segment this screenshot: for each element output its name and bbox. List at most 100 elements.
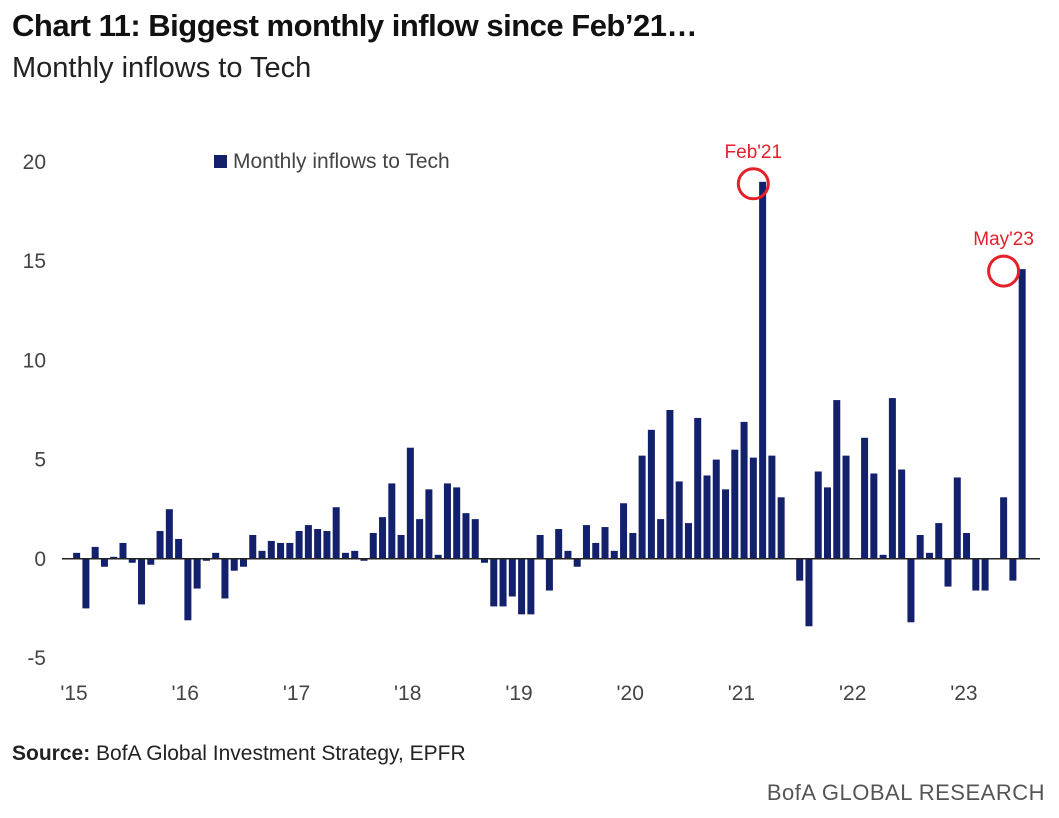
bar <box>128 558 136 563</box>
bar <box>944 558 952 587</box>
bar <box>518 558 526 615</box>
bar <box>471 519 479 559</box>
x-tick-label: '22 <box>839 682 866 705</box>
bar <box>805 558 813 627</box>
bar <box>434 554 442 559</box>
bar <box>935 523 943 559</box>
y-tick-label: 20 <box>23 151 46 174</box>
bar <box>147 558 155 565</box>
bar <box>777 497 785 559</box>
bar <box>212 552 220 559</box>
bar-chart: -5 0 5 10 15 20 '15 '16 '17 '18 '19 '20 '21 '22 '23 M… <box>23 142 1040 705</box>
bar <box>684 523 692 559</box>
bar <box>295 531 303 559</box>
x-tick-label: '20 <box>617 682 644 705</box>
bar <box>462 513 470 559</box>
x-tick-label: '18 <box>394 682 421 705</box>
bar <box>555 529 563 559</box>
bar <box>443 483 451 559</box>
bar <box>304 525 312 559</box>
bar <box>341 552 349 559</box>
bar <box>508 558 516 597</box>
bar <box>138 558 146 605</box>
bar <box>230 558 238 571</box>
x-tick-label: '19 <box>505 682 532 705</box>
bar <box>573 558 581 567</box>
brand-footer: BofA GLOBAL RESEARCH <box>766 780 1045 805</box>
bar <box>582 525 590 559</box>
bar <box>100 558 108 567</box>
bar <box>119 542 127 559</box>
bar <box>286 542 294 559</box>
bar <box>703 475 711 559</box>
x-axis: '15 '16 '17 '18 '19 '20 '21 '22 '23 <box>60 682 977 705</box>
x-tick-label: '21 <box>728 682 755 705</box>
bar <box>842 455 850 559</box>
bar <box>490 558 498 607</box>
bar <box>258 550 266 559</box>
bar <box>397 534 405 559</box>
bar <box>1018 269 1026 559</box>
bar <box>425 489 433 559</box>
bar <box>638 455 646 559</box>
bar <box>833 400 841 559</box>
bar <box>759 181 767 559</box>
legend-label: Monthly inflows to Tech <box>233 150 450 173</box>
bar <box>545 558 553 591</box>
bar <box>972 558 980 591</box>
bar <box>110 556 118 559</box>
bar <box>221 558 229 599</box>
bar <box>722 489 730 559</box>
bar <box>202 558 210 561</box>
bar <box>351 550 359 559</box>
bar <box>647 429 655 559</box>
bar <box>73 552 81 559</box>
bar <box>369 533 377 559</box>
bar <box>796 558 804 581</box>
y-tick-label: 0 <box>34 548 46 571</box>
x-tick-label: '17 <box>283 682 310 705</box>
bar <box>888 398 896 559</box>
bar <box>175 538 183 559</box>
annotation-circle <box>987 254 1021 288</box>
y-tick-label: 5 <box>34 449 46 472</box>
chart-title: Chart 11: Biggest monthly inflow since F… <box>12 8 697 43</box>
bar <box>953 477 961 559</box>
bar <box>629 533 637 559</box>
bar <box>907 558 915 623</box>
annotation-circle <box>736 167 770 201</box>
bar <box>314 529 322 559</box>
bar <box>712 459 720 559</box>
bar <box>610 550 618 559</box>
bar <box>657 519 665 559</box>
bar <box>165 509 173 559</box>
y-axis: -5 0 5 10 15 20 <box>23 151 46 670</box>
bar <box>156 531 164 559</box>
bar <box>536 534 544 559</box>
y-tick-label: -5 <box>27 647 46 670</box>
x-tick-label: '15 <box>60 682 87 705</box>
bar <box>332 507 340 559</box>
y-tick-label: 15 <box>23 250 46 273</box>
source-note: Source: BofA Global Investment Strategy,… <box>12 742 466 766</box>
bar <box>406 447 414 559</box>
y-tick-label: 10 <box>23 349 46 372</box>
bar <box>814 471 822 559</box>
bar <box>768 455 776 559</box>
bar <box>916 534 924 559</box>
bar <box>666 410 674 559</box>
bar <box>675 481 683 559</box>
bar-series <box>73 181 1026 627</box>
bar <box>861 437 869 559</box>
bar <box>527 558 535 615</box>
bar <box>1000 497 1008 559</box>
bar <box>740 421 748 559</box>
legend-swatch <box>214 155 227 168</box>
source-text: BofA Global Investment Strategy, EPFR <box>96 742 466 765</box>
bar <box>323 531 331 559</box>
bar <box>963 533 971 559</box>
bar <box>249 534 257 559</box>
bar <box>239 558 247 567</box>
bar <box>592 542 600 559</box>
legend: Monthly inflows to Tech <box>214 150 450 173</box>
